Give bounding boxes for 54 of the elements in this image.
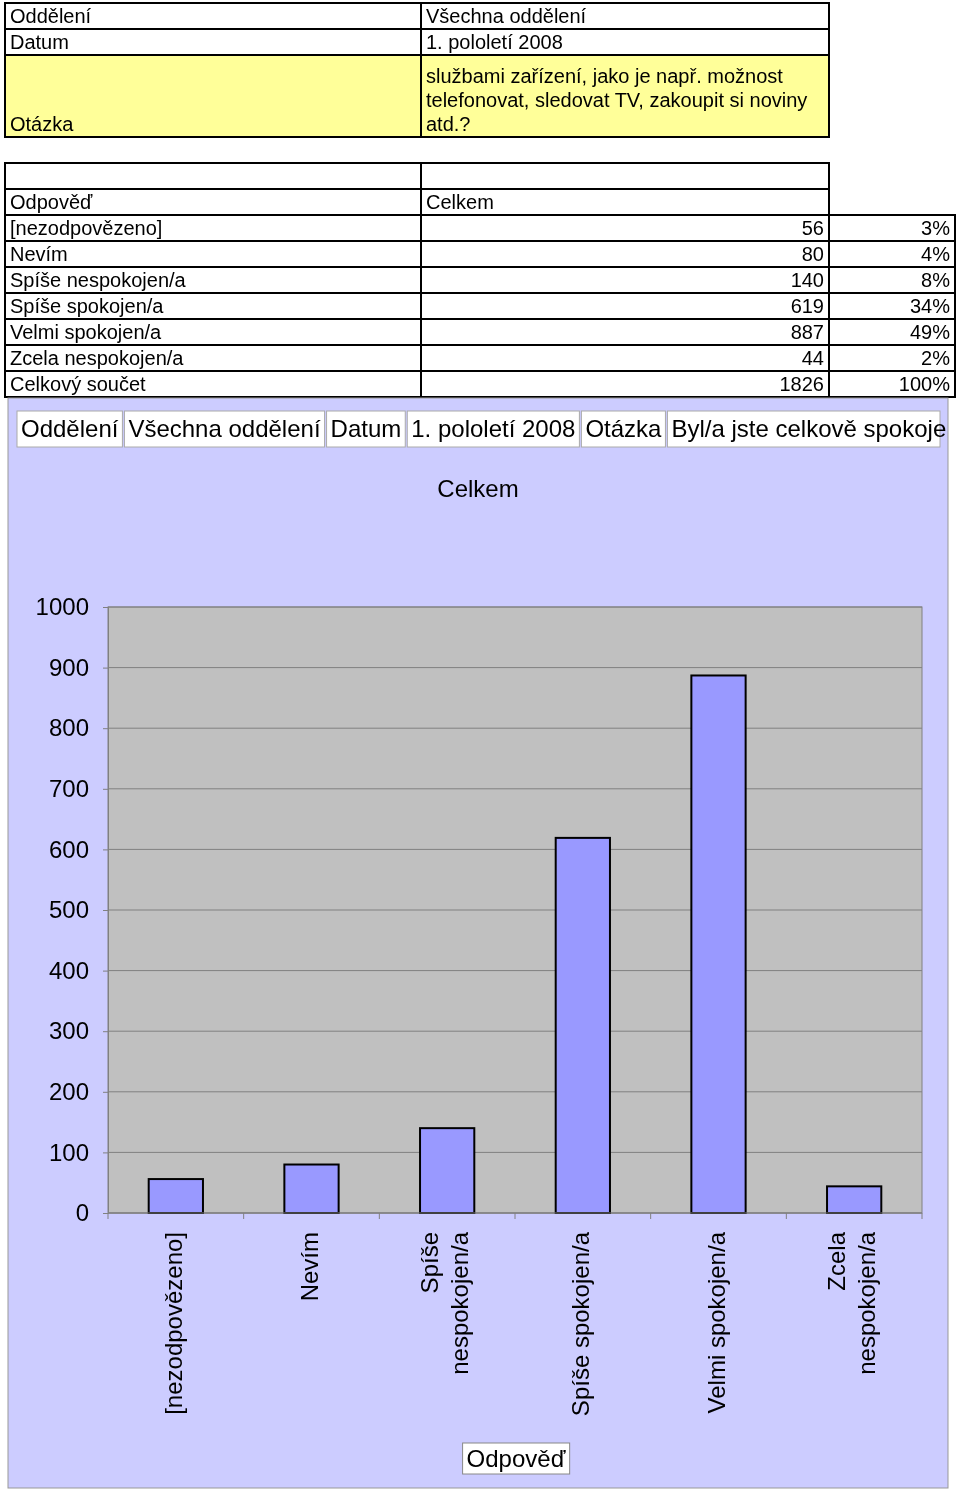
text: Celkem bbox=[426, 190, 494, 214]
y-tick-label: 500 bbox=[48, 896, 89, 924]
text: 619 bbox=[790, 294, 824, 318]
text: 140 bbox=[790, 268, 824, 292]
text: 2% bbox=[921, 346, 950, 370]
text: 1. pololetí 2008 bbox=[411, 415, 576, 442]
text: Všechna oddělení bbox=[128, 415, 321, 442]
text: 56 bbox=[801, 216, 824, 240]
text: 49% bbox=[909, 320, 950, 344]
y-tick-label: 100 bbox=[48, 1138, 89, 1166]
chart-title: Celkem bbox=[437, 475, 519, 502]
text: 100% bbox=[898, 372, 950, 396]
category-label: Spíše nespokojen/a bbox=[10, 269, 186, 291]
text: 1. pololetí 2008 bbox=[426, 30, 563, 54]
text: Celkový součet bbox=[10, 372, 146, 396]
y-tick-label: 800 bbox=[48, 714, 89, 742]
text: 3% bbox=[921, 216, 950, 240]
category-label: Zcela nespokojen/a bbox=[10, 347, 184, 369]
text: Datum bbox=[330, 415, 402, 442]
y-tick-label: 600 bbox=[48, 835, 89, 863]
y-tick-label: 300 bbox=[48, 1017, 89, 1045]
text: 80 bbox=[801, 242, 824, 266]
x-axis-title: Odpověď bbox=[466, 1445, 566, 1472]
text: Odpověď bbox=[10, 190, 93, 214]
text: Všechna oddělení bbox=[426, 4, 587, 28]
x-tick-label: Nevím bbox=[295, 1232, 323, 1302]
y-tick-label: 700 bbox=[48, 774, 89, 802]
text: Byl/a jste celkově spokoje bbox=[671, 415, 947, 442]
text: Oddělení bbox=[21, 415, 119, 442]
text: Datum bbox=[10, 30, 69, 54]
text: 8% bbox=[921, 268, 950, 292]
text: službami zařízení, jako je např. možnost telefonovat, sledovat TV, zakoupit si noviny atd.? bbox=[426, 64, 809, 136]
text: 34% bbox=[909, 294, 950, 318]
y-tick-label: 400 bbox=[48, 956, 89, 984]
y-tick-label: 0 bbox=[75, 1199, 89, 1227]
x-tick-label: Zcela nespokojen/a bbox=[823, 1231, 881, 1375]
x-tick-label: Spíše nespokojen/a bbox=[416, 1231, 474, 1375]
y-tick-label: 1000 bbox=[35, 593, 89, 621]
category-label: Nevím bbox=[10, 243, 68, 265]
x-tick-label: [nezodpovězeno] bbox=[160, 1232, 188, 1415]
text: 887 bbox=[790, 320, 824, 344]
y-tick-label: 200 bbox=[48, 1077, 89, 1105]
x-tick-label: Spíše spokojen/a bbox=[567, 1231, 595, 1417]
category-label: Spíše spokojen/a bbox=[10, 295, 164, 317]
y-tick-label: 900 bbox=[48, 653, 89, 681]
x-tick-label: Velmi spokojen/a bbox=[702, 1231, 730, 1414]
text: 1826 bbox=[779, 372, 824, 396]
text: Oddělení bbox=[10, 4, 92, 28]
text: Otázka bbox=[10, 112, 74, 136]
category-label: Velmi spokojen/a bbox=[10, 321, 162, 343]
category-label: [nezodpovězeno] bbox=[10, 217, 163, 239]
text: Otázka bbox=[585, 415, 663, 442]
text: 44 bbox=[801, 346, 824, 370]
text: 4% bbox=[921, 242, 950, 266]
